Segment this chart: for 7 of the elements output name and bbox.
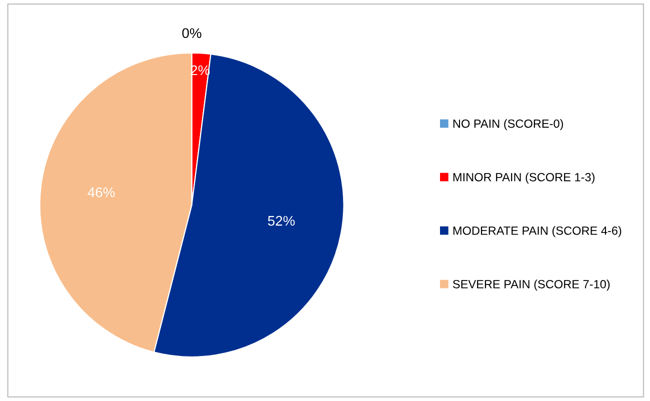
- legend-label: MODERATE PAIN (SCORE 4-6): [453, 226, 622, 238]
- legend-label: SEVERE PAIN (SCORE 7-10): [452, 280, 610, 291]
- text: 0%: [182, 28, 202, 38]
- legend-label: MINOR PAIN (SCORE 1-3): [453, 172, 594, 184]
- legend-label: NO PAIN (SCORE-0): [453, 119, 564, 130]
- data-label: 52%: [268, 216, 295, 226]
- data-label: 46%: [88, 187, 115, 198]
